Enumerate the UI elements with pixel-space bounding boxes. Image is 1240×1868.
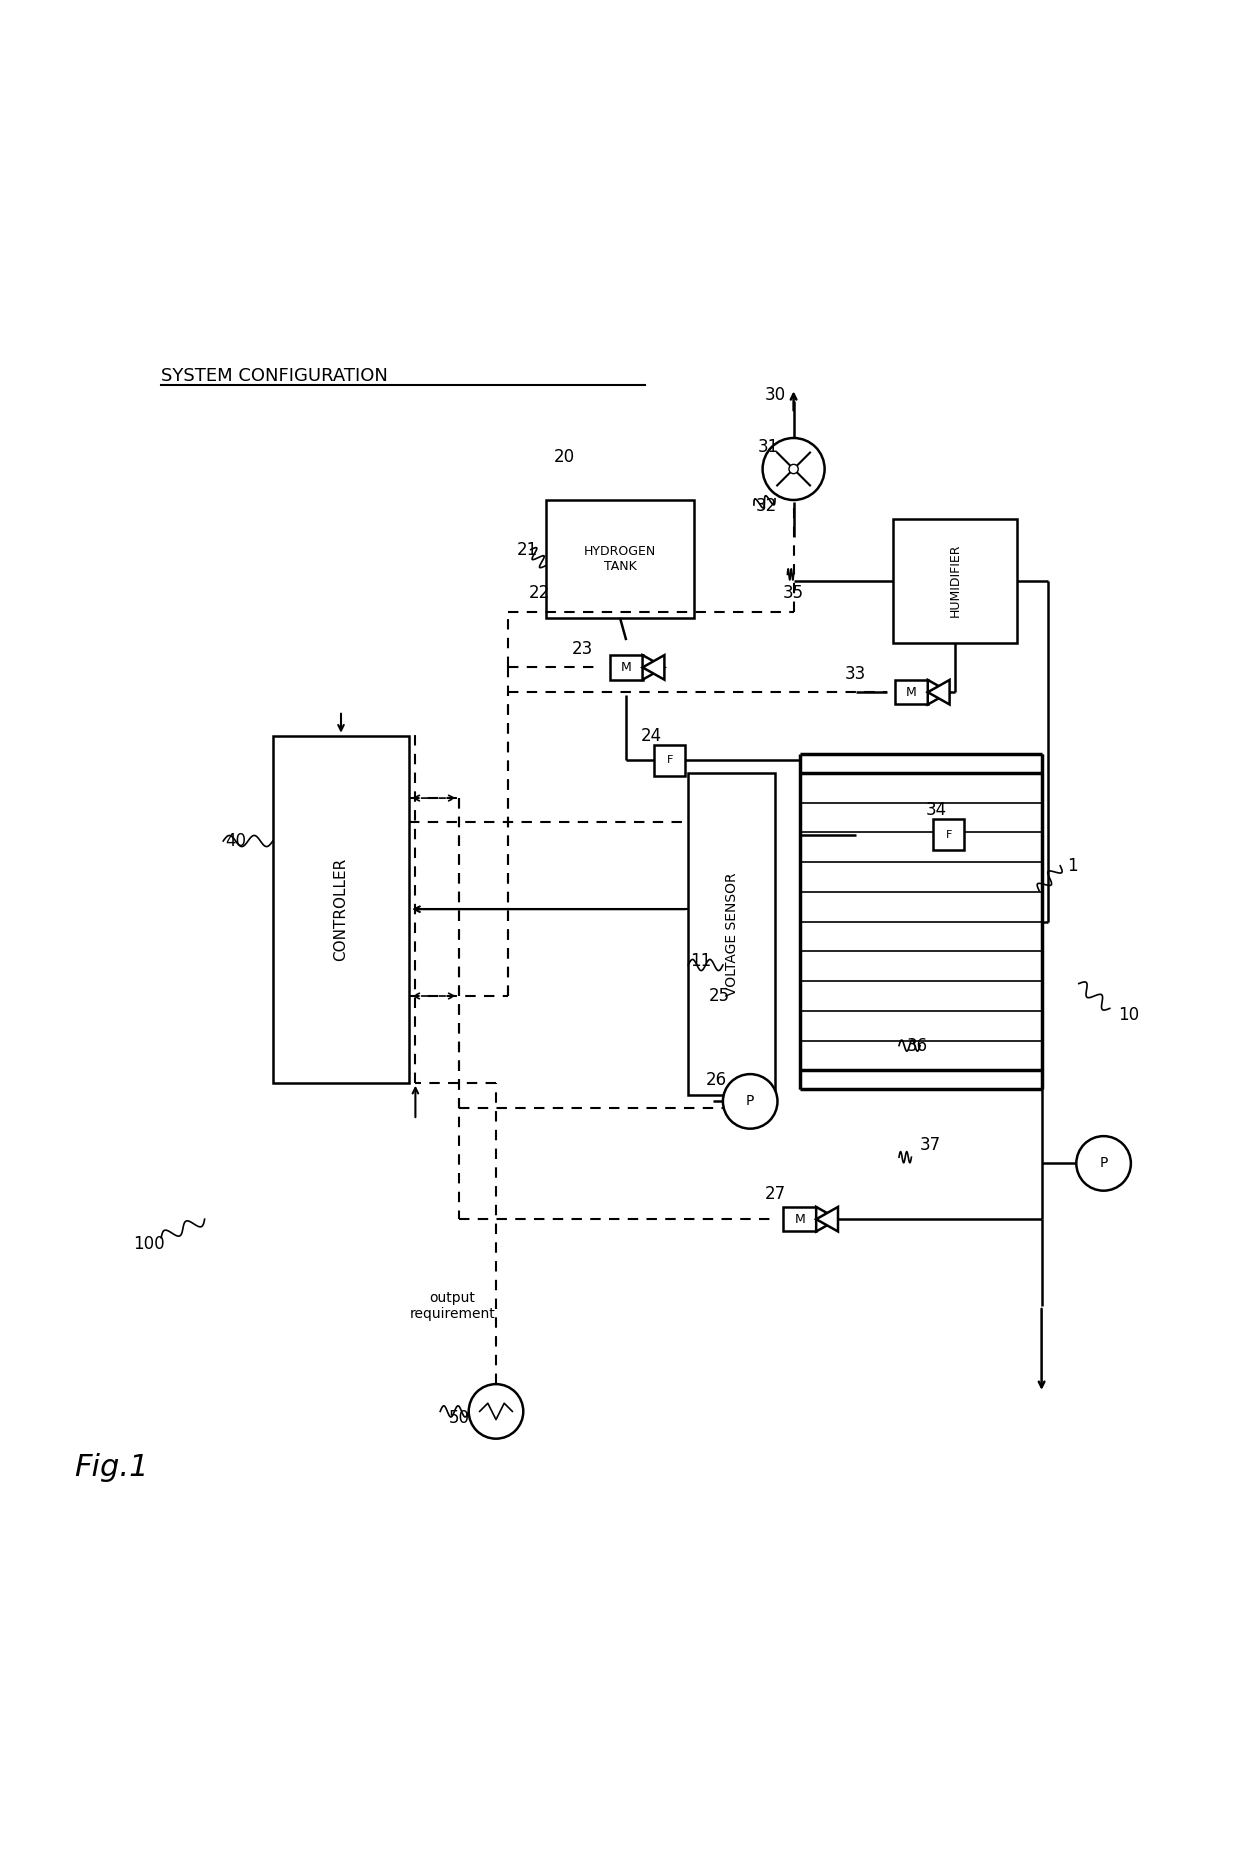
Text: 34: 34 [925,801,947,818]
Text: CONTROLLER: CONTROLLER [334,857,348,960]
Text: HYDROGEN
TANK: HYDROGEN TANK [584,545,656,573]
FancyBboxPatch shape [893,519,1017,643]
Text: F: F [945,829,952,841]
Text: SYSTEM CONFIGURATION: SYSTEM CONFIGURATION [161,366,388,385]
Polygon shape [816,1207,838,1231]
Text: 36: 36 [906,1037,929,1055]
Text: 10: 10 [1117,1005,1140,1024]
Text: 32: 32 [755,497,777,516]
FancyBboxPatch shape [688,773,775,1095]
Polygon shape [816,1207,838,1231]
Polygon shape [928,680,950,704]
Text: 40: 40 [226,831,246,850]
Circle shape [763,437,825,501]
Text: 50: 50 [449,1408,469,1427]
Text: 21: 21 [516,540,538,559]
Polygon shape [928,680,950,704]
Text: Fig.1: Fig.1 [74,1453,149,1481]
Text: 31: 31 [758,437,780,456]
Text: 27: 27 [764,1186,786,1203]
Text: 100: 100 [133,1235,165,1253]
Text: output
requirement: output requirement [409,1291,496,1321]
Text: M: M [621,661,631,674]
Text: 20: 20 [553,448,575,465]
Text: P: P [746,1095,754,1108]
Text: 25: 25 [708,986,730,1005]
FancyBboxPatch shape [546,501,694,618]
Text: 35: 35 [782,585,805,601]
Text: VOLTAGE SENSOR: VOLTAGE SENSOR [724,872,739,996]
FancyBboxPatch shape [784,1207,816,1231]
FancyBboxPatch shape [895,680,928,704]
Polygon shape [642,656,665,680]
Circle shape [1076,1136,1131,1190]
Text: HUMIDIFIER: HUMIDIFIER [949,544,961,616]
Text: 1: 1 [1068,857,1078,874]
FancyBboxPatch shape [655,745,686,775]
Text: 33: 33 [844,665,867,682]
Polygon shape [642,656,665,680]
Circle shape [789,465,799,474]
Circle shape [723,1074,777,1128]
Text: 11: 11 [689,953,712,969]
Text: 22: 22 [528,585,551,601]
FancyBboxPatch shape [934,820,965,850]
Text: 24: 24 [640,727,662,745]
Text: M: M [906,686,916,699]
FancyBboxPatch shape [610,656,642,680]
Text: M: M [795,1212,805,1225]
Text: 37: 37 [919,1136,941,1154]
Text: 23: 23 [572,641,594,658]
Text: P: P [1100,1156,1107,1171]
FancyBboxPatch shape [273,736,409,1083]
Text: 30: 30 [764,385,786,403]
Circle shape [469,1384,523,1438]
Text: 26: 26 [706,1072,728,1089]
Text: F: F [666,755,673,766]
